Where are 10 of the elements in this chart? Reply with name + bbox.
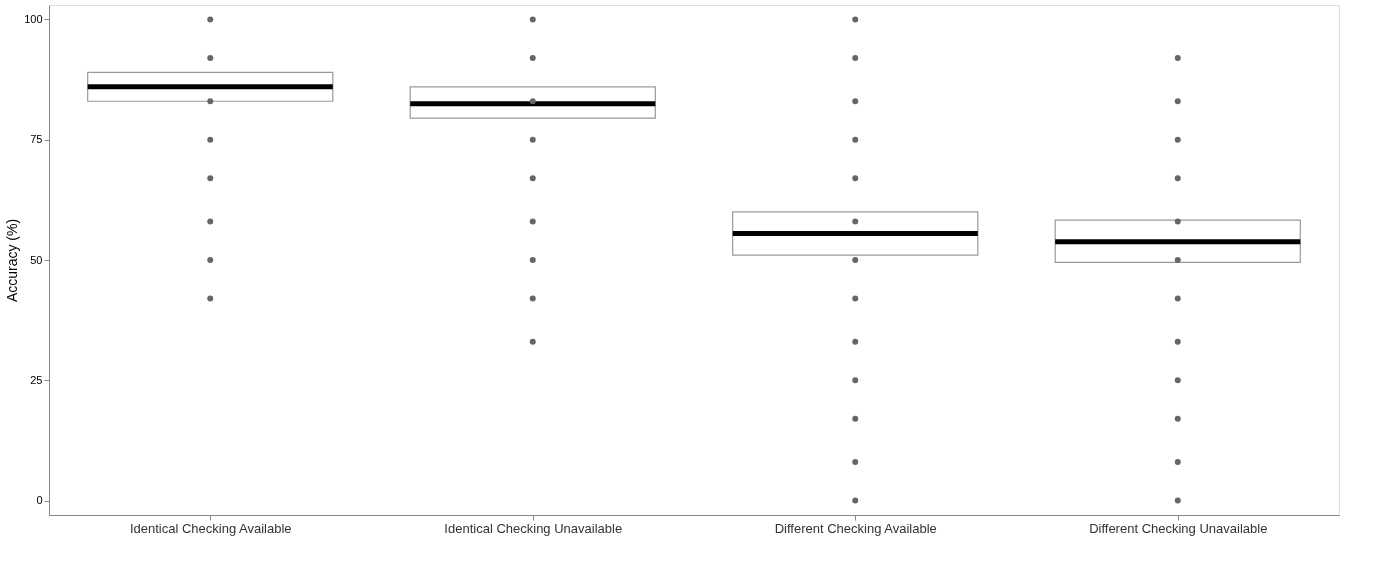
- y-tick-label: 50: [30, 253, 43, 266]
- y-tick-label: 75: [30, 133, 43, 146]
- y-tick-label: 100: [24, 12, 43, 25]
- x-tick-label: Identical Checking Available: [129, 520, 292, 536]
- y-tick-label: 0: [36, 494, 43, 507]
- y-tick-label: 25: [30, 373, 43, 386]
- x-tick-label: Different Checking Available: [774, 520, 937, 536]
- y-axis-title: Accuracy (%): [4, 218, 21, 303]
- x-tick-label: Identical Checking Unavailable: [444, 520, 623, 536]
- x-tick-label: Different Checking Unavailable: [1089, 520, 1268, 536]
